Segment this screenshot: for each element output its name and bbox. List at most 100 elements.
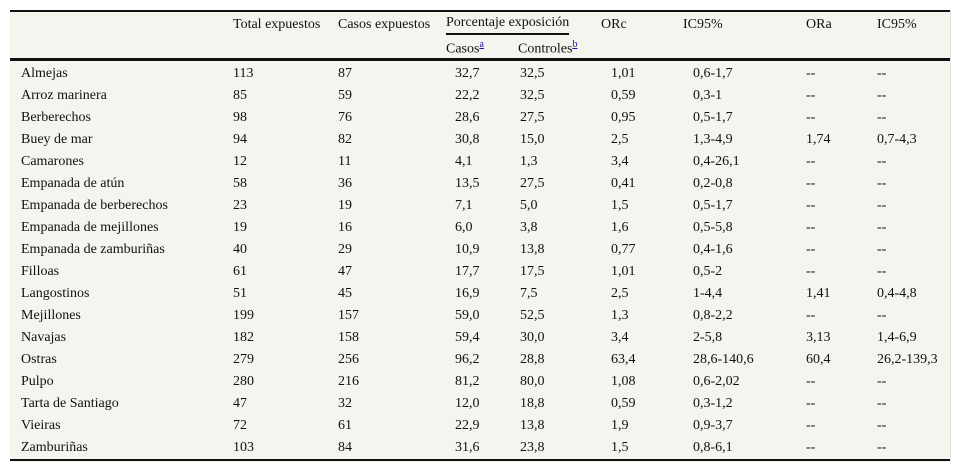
table-row: Empanada de berberechos 23 19 7,1 5,0 1,5 0,5-… xyxy=(10,195,950,217)
cell-pct-controles: 32,5 xyxy=(520,88,545,103)
cell-orc: 1,01 xyxy=(611,66,636,81)
header-controles: Controlesb xyxy=(518,36,601,61)
cell-alimento: Berberechos xyxy=(21,110,91,125)
cell-ic95-crude: 0,8-6,1 xyxy=(683,437,806,461)
cell-total-expuestos: 40 xyxy=(233,242,247,257)
cell-alimento: Filloas xyxy=(21,264,60,279)
cell-pct-casos: 30,8 xyxy=(455,132,480,147)
cell-casos-expuestos: 32 xyxy=(338,396,352,411)
cell-casos-expuestos: 16 xyxy=(338,220,352,235)
cell-total-expuestos: 279 xyxy=(233,352,254,367)
cell-ic95-crude: 0,3-1 xyxy=(693,88,723,103)
header-orc: ORc xyxy=(601,10,683,36)
cell-pct-controles: 23,8 xyxy=(518,437,601,461)
table-container: Total expuestos Casos expuestos Porcenta… xyxy=(10,10,951,462)
cell-total-expuestos: 58 xyxy=(233,176,247,191)
cell-casos-expuestos: 84 xyxy=(338,437,446,461)
cell-total-expuestos: 85 xyxy=(233,88,247,103)
cell-ic95-adjusted: -- xyxy=(877,176,887,191)
header-controles-label: Controles xyxy=(518,41,573,57)
table-row: Langostinos 51 45 16,9 7,5 2,5 1-4,4 1,41 0,4-4,… xyxy=(10,283,950,305)
cell-orc: 3,4 xyxy=(611,330,629,345)
cell-casos-expuestos: 45 xyxy=(338,286,352,301)
cell-total-expuestos: 51 xyxy=(233,286,247,301)
cell-alimento: Empanada de atún xyxy=(21,176,125,191)
cell-ora: -- xyxy=(806,374,816,389)
cell-casos-expuestos: 59 xyxy=(338,88,352,103)
footnote-link-a[interactable]: a xyxy=(479,38,484,50)
table-row: Navajas 182 158 59,4 30,0 3,4 2-5,8 3,13 1,4-6,9 xyxy=(10,327,950,349)
cell-ic95-adjusted: -- xyxy=(877,437,950,461)
cell-ic95-adjusted: -- xyxy=(877,198,887,213)
cell-pct-casos: 12,0 xyxy=(455,396,480,411)
cell-total-expuestos: 103 xyxy=(233,437,338,461)
table-row: Empanada de mejillones 19 16 6,0 3,8 1,6 0,5-5… xyxy=(10,217,950,239)
footnote-link-b[interactable]: b xyxy=(572,38,578,50)
cell-ic95-adjusted: -- xyxy=(877,374,887,389)
cell-pct-casos: 59,0 xyxy=(455,308,480,323)
cell-ic95-crude: 0,4-26,1 xyxy=(693,154,740,169)
cell-alimento: Ostras xyxy=(21,352,57,367)
header-empty xyxy=(233,36,338,61)
cell-orc: 1,08 xyxy=(611,374,636,389)
cell-total-expuestos: 199 xyxy=(233,308,254,323)
cell-ic95-adjusted: -- xyxy=(877,154,887,169)
cell-pct-casos: 59,4 xyxy=(455,330,480,345)
header-ora: ORa xyxy=(806,10,877,36)
table-row: Ostras 279 256 96,2 28,8 63,4 28,6-140,6 60,4 26… xyxy=(10,349,950,371)
cell-ic95-crude: 0,9-3,7 xyxy=(693,418,733,433)
cell-ic95-adjusted: 0,7-4,3 xyxy=(877,132,917,147)
cell-pct-controles: 18,8 xyxy=(520,396,545,411)
cell-pct-controles: 17,5 xyxy=(520,264,545,279)
cell-ic95-crude: 0,3-1,2 xyxy=(693,396,733,411)
cell-alimento: Zamburiñas xyxy=(10,437,233,461)
cell-casos-expuestos: 76 xyxy=(338,110,352,125)
cell-total-expuestos: 72 xyxy=(233,418,247,433)
header-row-1: Total expuestos Casos expuestos Porcenta… xyxy=(10,10,950,36)
cell-ic95-crude: 28,6-140,6 xyxy=(693,352,754,367)
cell-alimento: Langostinos xyxy=(21,286,90,301)
cell-pct-controles: 80,0 xyxy=(520,374,545,389)
cell-ora: -- xyxy=(806,308,816,323)
table-row: Empanada de atún 58 36 13,5 27,5 0,41 0,2-0,8 -… xyxy=(10,173,950,195)
table-row: Almejas 113 87 32,7 32,5 1,01 0,6-1,7 -- -- xyxy=(10,60,950,86)
cell-ora: -- xyxy=(806,396,816,411)
cell-pct-controles: 52,5 xyxy=(520,308,545,323)
cell-ic95-crude: 0,8-2,2 xyxy=(693,308,733,323)
cell-pct-controles: 30,0 xyxy=(520,330,545,345)
header-empty xyxy=(338,36,446,61)
cell-orc: 1,6 xyxy=(611,220,629,235)
cell-ora: -- xyxy=(806,198,816,213)
cell-orc: 0,95 xyxy=(611,110,636,125)
cell-pct-controles: 7,5 xyxy=(520,286,538,301)
cell-total-expuestos: 98 xyxy=(233,110,247,125)
table-row: Filloas 61 47 17,7 17,5 1,01 0,5-2 -- -- xyxy=(10,261,950,283)
cell-pct-casos: 16,9 xyxy=(455,286,480,301)
cell-ic95-crude: 0,6-2,02 xyxy=(693,374,740,389)
cell-pct-casos: 7,1 xyxy=(455,198,473,213)
cell-total-expuestos: 12 xyxy=(233,154,247,169)
cell-ic95-crude: 2-5,8 xyxy=(693,330,723,345)
cell-orc: 0,77 xyxy=(611,242,636,257)
cell-ora: 3,13 xyxy=(806,330,831,345)
cell-alimento: Camarones xyxy=(21,154,84,169)
header-porcentaje-label: Porcentaje exposición xyxy=(446,15,570,35)
cell-pct-casos: 10,9 xyxy=(455,242,480,257)
header-casos-expuestos: Casos expuestos xyxy=(338,10,446,36)
cell-ora: -- xyxy=(806,264,816,279)
cell-casos-expuestos: 61 xyxy=(338,418,352,433)
cell-ic95-adjusted: -- xyxy=(877,66,887,81)
table-row: Mejillones 199 157 59,0 52,5 1,3 0,8-2,2 -- -- xyxy=(10,305,950,327)
cell-casos-expuestos: 216 xyxy=(338,374,359,389)
cell-ic95-adjusted: -- xyxy=(877,220,887,235)
cell-ora: -- xyxy=(806,66,816,81)
cell-casos-expuestos: 158 xyxy=(338,330,359,345)
cell-pct-casos: 17,7 xyxy=(455,264,480,279)
header-empty xyxy=(10,36,233,61)
table-row: Berberechos 98 76 28,6 27,5 0,95 0,5-1,7 -- -- xyxy=(10,107,950,129)
cell-casos-expuestos: 82 xyxy=(338,132,352,147)
cell-casos-expuestos: 11 xyxy=(338,154,352,169)
cell-pct-controles: 5,0 xyxy=(520,198,538,213)
cell-alimento: Tarta de Santiago xyxy=(21,396,119,411)
cell-ic95-crude: 0,6-1,7 xyxy=(693,66,733,81)
